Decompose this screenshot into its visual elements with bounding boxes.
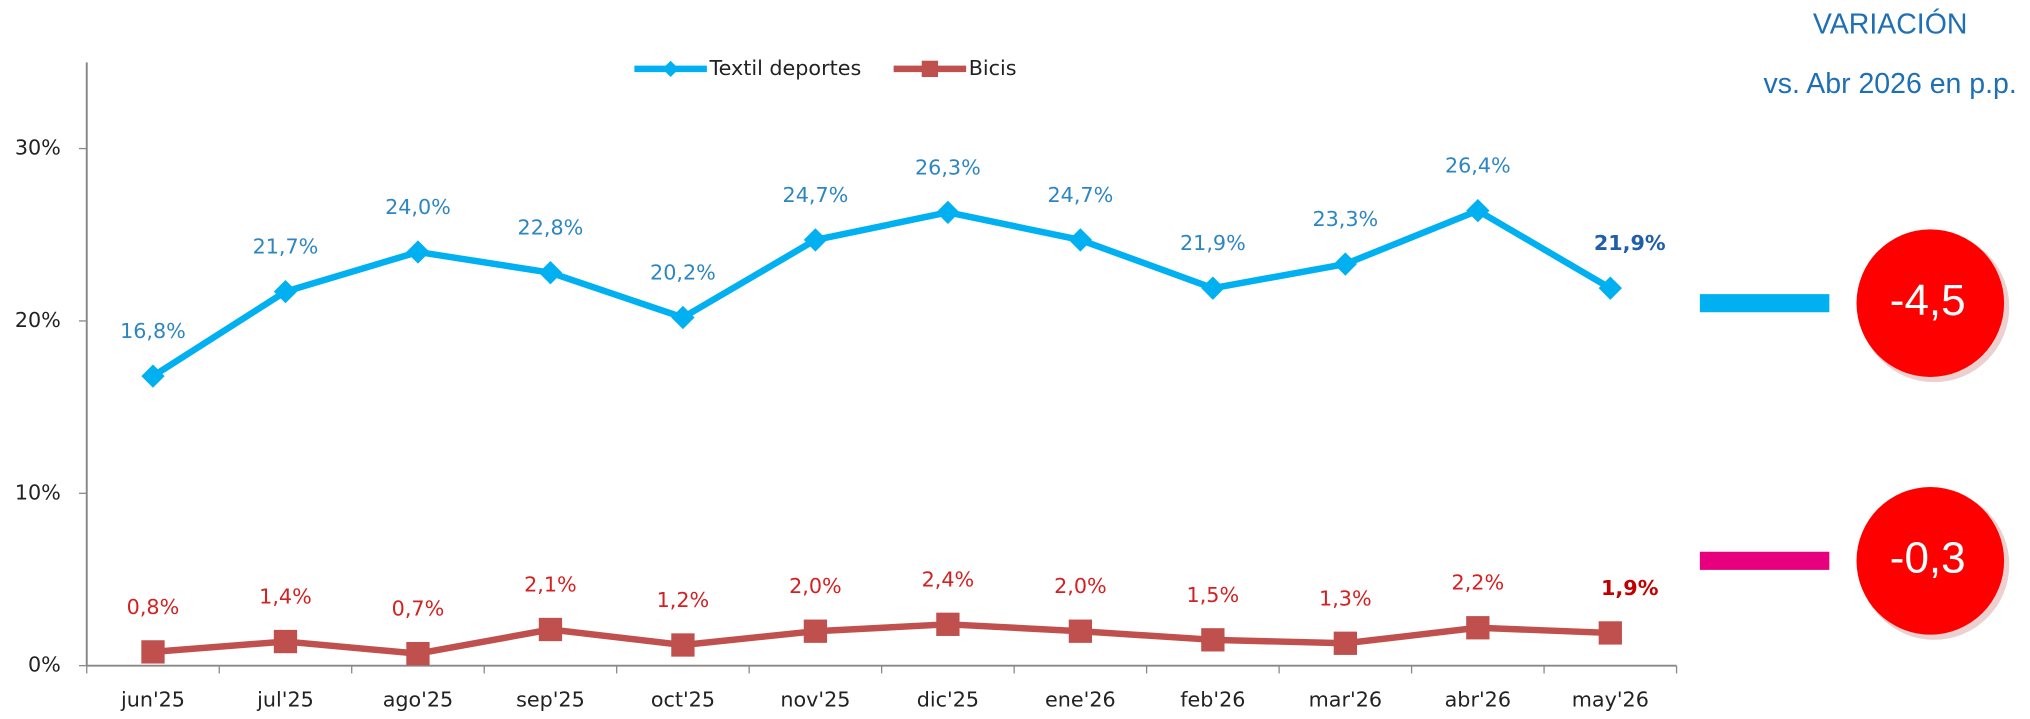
point (1466, 616, 1490, 640)
x-tick-label: nov'25 (780, 688, 850, 712)
point (273, 279, 298, 304)
data-label: 2,0% (1054, 574, 1107, 598)
data-label: 20,2% (650, 260, 716, 284)
legend-label: Textil deportes (708, 56, 861, 80)
legend-marker (921, 60, 939, 78)
variation-bar (1699, 294, 1830, 313)
data-label: 2,2% (1452, 571, 1505, 595)
variation-value: -0,3 (1890, 533, 1966, 582)
point (936, 200, 960, 224)
data-label: 1,9% (1601, 576, 1659, 600)
point (1068, 619, 1093, 643)
variation-value: -4,5 (1890, 276, 1966, 325)
y-tick-label: 10% (15, 480, 61, 504)
data-label: 0,8% (127, 595, 180, 619)
point (406, 641, 430, 666)
x-tick-label: feb'26 (1180, 688, 1245, 712)
point (1333, 252, 1358, 276)
data-label: 2,0% (789, 574, 842, 598)
x-tick-label: ene'26 (1045, 688, 1116, 712)
data-label: 0,7% (392, 597, 445, 621)
point (538, 617, 563, 642)
data-label: 21,7% (253, 235, 319, 259)
x-tick-label: may'26 (1572, 688, 1649, 712)
data-label: 1,2% (657, 588, 710, 612)
data-label: 2,4% (922, 567, 975, 591)
x-tick-label: mar'26 (1309, 688, 1382, 712)
point (538, 261, 563, 285)
point (671, 305, 695, 330)
data-label: 2,1% (524, 572, 577, 596)
data-label: 22,8% (518, 216, 584, 240)
point (1201, 628, 1225, 652)
point (1201, 276, 1225, 300)
data-label: 1,3% (1319, 586, 1372, 610)
data-label: 26,3% (915, 155, 981, 179)
x-tick-label: jun'25 (120, 688, 185, 712)
series-line (152, 621, 1611, 657)
point (803, 619, 828, 643)
x-tick-label: jul'25 (256, 688, 314, 712)
point (406, 240, 430, 264)
point (273, 629, 298, 654)
data-label: 16,8% (120, 319, 186, 343)
point (1333, 631, 1358, 655)
legend-marker (662, 60, 679, 78)
variation-circle (1856, 487, 2005, 635)
data-label: 21,9% (1180, 231, 1246, 255)
x-tick-label: ago'25 (383, 688, 454, 712)
variation-bar (1699, 551, 1830, 570)
variation-subtitle: vs. Abr 2026 en p.p. (1764, 68, 2017, 100)
x-tick-label: oct'25 (651, 688, 715, 712)
point (1068, 228, 1093, 252)
y-tick-label: 0% (28, 653, 61, 677)
x-tick-label: dic'25 (917, 688, 979, 712)
legend-label: Bicis (969, 56, 1017, 80)
y-tick-label: 20% (15, 308, 61, 332)
variation-circle (1856, 229, 2005, 377)
variation-title: VARIACIÓN (1813, 9, 1968, 41)
series-line (151, 207, 1612, 379)
data-label: 1,4% (259, 585, 312, 609)
point (1466, 198, 1490, 223)
data-label: 26,4% (1445, 154, 1511, 178)
x-tick-label: sep'25 (516, 688, 585, 712)
y-tick-label: 30% (15, 136, 61, 160)
data-label: 24,0% (385, 195, 451, 219)
x-tick-label: abr'26 (1445, 688, 1511, 712)
data-label: 1,5% (1187, 583, 1240, 607)
point (141, 640, 165, 664)
point (671, 633, 695, 657)
point (936, 612, 960, 636)
data-label: 24,7% (1047, 183, 1113, 207)
point (141, 364, 165, 388)
data-label: 23,3% (1312, 207, 1378, 231)
point (1598, 276, 1622, 300)
point (1598, 621, 1622, 645)
data-label: 21,9% (1594, 231, 1666, 255)
data-label: 24,7% (783, 183, 849, 207)
